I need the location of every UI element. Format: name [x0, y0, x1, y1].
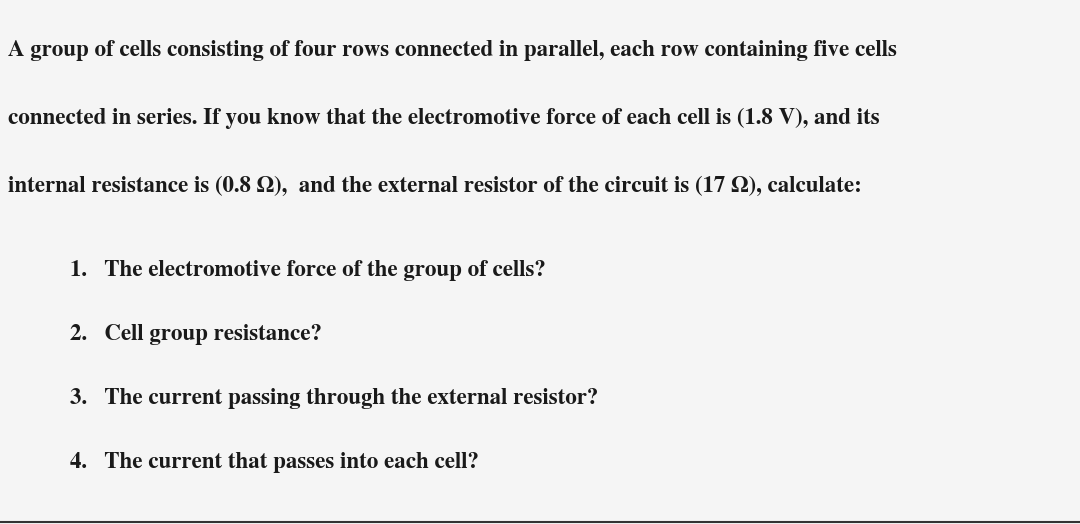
Text: 4.   The current that passes into each cell?: 4. The current that passes into each cel… — [70, 452, 478, 473]
Text: internal resistance is (0.8 Ω),  and the external resistor of the circuit is (17: internal resistance is (0.8 Ω), and the … — [8, 176, 862, 197]
Text: connected in series. If you know that the electromotive force of each cell is (1: connected in series. If you know that th… — [8, 108, 879, 129]
Text: 1.   The electromotive force of the group of cells?: 1. The electromotive force of the group … — [70, 260, 545, 281]
Text: 3.   The current passing through the external resistor?: 3. The current passing through the exter… — [70, 388, 598, 409]
Text: A group of cells consisting of four rows connected in parallel, each row contain: A group of cells consisting of four rows… — [8, 40, 896, 61]
Text: 2.   Cell group resistance?: 2. Cell group resistance? — [70, 324, 322, 345]
